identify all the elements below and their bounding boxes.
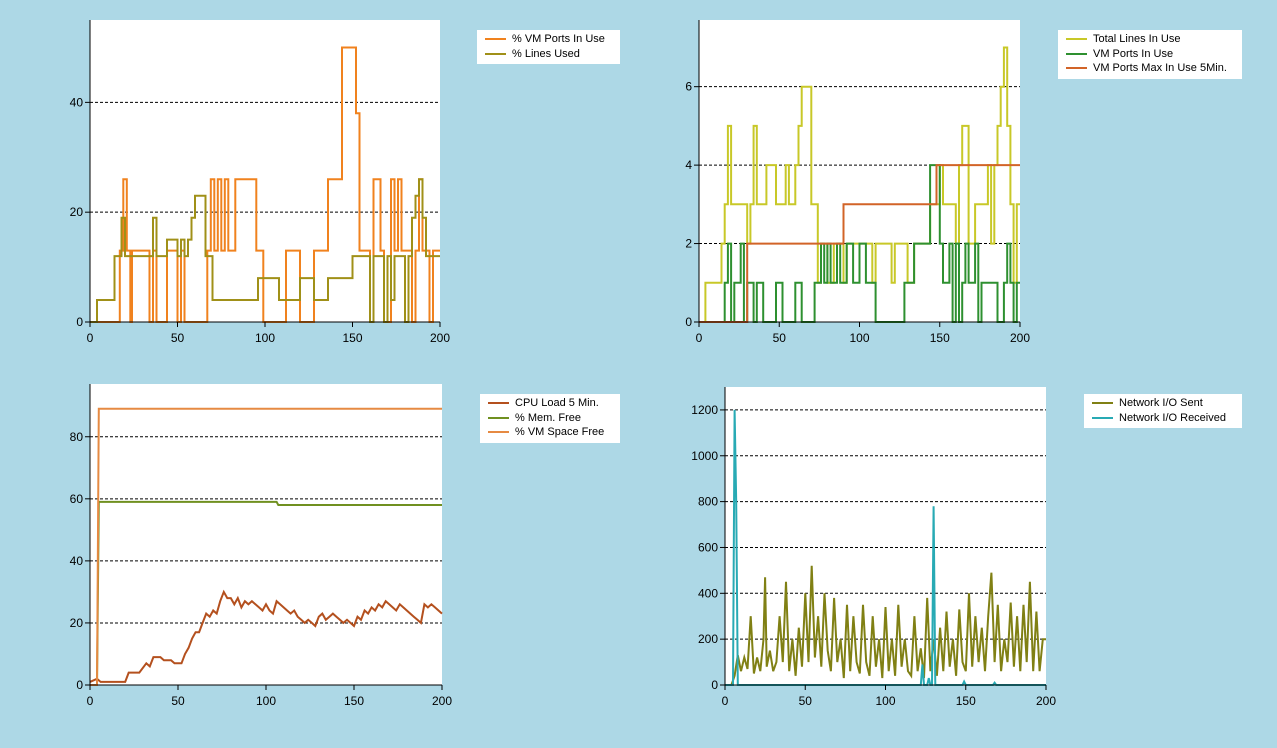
x-tick-label: 50 — [799, 694, 813, 708]
legend-label: Network I/O Received — [1119, 411, 1226, 424]
x-tick-label: 50 — [171, 694, 185, 708]
legend-item: VM Ports Max In Use 5Min. — [1066, 61, 1234, 76]
y-tick-label: 1200 — [691, 403, 718, 417]
x-tick-label: 150 — [342, 331, 362, 345]
legend-swatch — [1066, 52, 1087, 55]
legend-swatch — [485, 52, 506, 55]
legend-label: % Lines Used — [512, 47, 580, 60]
series-line-lines-used — [90, 178, 440, 323]
legend-label: Network I/O Sent — [1119, 397, 1203, 410]
x-tick-label: 200 — [432, 694, 452, 708]
series-line-vm-ports-in-use — [90, 46, 440, 323]
x-tick-label: 50 — [171, 331, 185, 345]
y-tick-label: 80 — [70, 430, 84, 444]
chart-cpu-mem-space: 0 20 40 60 80 0 50 100 150 200 CPU Load 5 Min.% M… — [0, 374, 640, 748]
legend-swatch — [488, 402, 509, 405]
legend-item: CPU Load 5 Min. — [488, 396, 612, 411]
legend-item: VM Ports In Use — [1066, 47, 1234, 62]
plot-area — [90, 384, 442, 685]
y-tick-label: 200 — [698, 632, 718, 646]
legend-swatch — [1066, 67, 1087, 70]
y-tick-label: 1000 — [691, 449, 718, 463]
x-tick-label: 200 — [1036, 694, 1056, 708]
y-tick-label: 40 — [70, 554, 84, 568]
x-tick-label: 200 — [1010, 331, 1030, 345]
y-tick-label: 6 — [685, 80, 692, 94]
x-tick-label: 0 — [87, 331, 94, 345]
y-tick-label: 400 — [698, 586, 718, 600]
legend-item: Network I/O Received — [1092, 411, 1234, 426]
x-tick-label: 100 — [875, 694, 895, 708]
legend: Network I/O Sent Network I/O Received — [1084, 394, 1242, 428]
legend-swatch — [1092, 416, 1113, 419]
y-tick-label: 0 — [76, 678, 83, 692]
legend-swatch — [488, 416, 509, 419]
chart-network-io-svg: 0 200 400 600 800 1000 1200 0 50 100 150 200 — [691, 387, 1056, 708]
legend-swatch — [488, 431, 509, 434]
legend-label: CPU Load 5 Min. — [515, 397, 599, 410]
legend-label: % Mem. Free — [515, 411, 582, 424]
x-tick-label: 0 — [696, 331, 703, 345]
chart-lines-ports-count-svg: 0 2 4 6 0 50 100 150 200 — [685, 20, 1030, 345]
chart-cpu-mem-space-svg: 0 20 40 60 80 0 50 100 150 200 — [70, 384, 452, 708]
series-line-vm-ports-in-use — [699, 164, 1020, 323]
series-line-vm-ports-max-in-use-5min — [699, 164, 1020, 323]
legend-swatch — [485, 38, 506, 41]
y-tick-label: 40 — [70, 95, 84, 109]
y-tick-label: 0 — [711, 678, 718, 692]
legend-label: VM Ports In Use — [1093, 47, 1174, 60]
legend-item: Network I/O Sent — [1092, 396, 1234, 411]
legend: CPU Load 5 Min.% Mem. Free % VM Space Fre… — [480, 394, 620, 443]
legend-label: Total Lines In Use — [1093, 33, 1181, 46]
x-tick-label: 150 — [956, 694, 976, 708]
x-tick-label: 200 — [430, 331, 450, 345]
legend-item: % VM Ports In Use — [485, 32, 612, 47]
chart-network-io: 0 200 400 600 800 1000 1200 0 50 100 150 200 Networ… — [640, 374, 1277, 748]
plot-area — [725, 387, 1046, 685]
x-tick-label: 100 — [255, 331, 275, 345]
y-tick-label: 20 — [70, 205, 84, 219]
x-tick-label: 0 — [722, 694, 729, 708]
y-tick-label: 2 — [685, 237, 692, 251]
series-line-total-lines-in-use — [699, 46, 1020, 323]
legend: % VM Ports In Use% Lines Used — [477, 30, 620, 64]
y-tick-label: 600 — [698, 540, 718, 554]
y-tick-label: 0 — [76, 315, 83, 329]
x-tick-label: 0 — [87, 694, 94, 708]
x-tick-label: 100 — [256, 694, 276, 708]
legend-swatch — [1066, 38, 1087, 41]
legend-label: % VM Space Free — [515, 426, 605, 439]
series-line-network-i-o-sent — [730, 565, 1046, 686]
legend-item: % Lines Used — [485, 47, 612, 62]
chart-ports-lines-percent: 0 20 40 0 50 100 150 200 % VM Ports In Use% Lin… — [0, 0, 640, 374]
x-tick-label: 50 — [773, 331, 787, 345]
y-tick-label: 800 — [698, 495, 718, 509]
series-line-cpu-load-5-min — [89, 589, 443, 683]
legend-item: % VM Space Free — [488, 425, 612, 440]
y-tick-label: 0 — [685, 315, 692, 329]
legend-label: VM Ports Max In Use 5Min. — [1093, 62, 1227, 75]
legend-item: Total Lines In Use — [1066, 32, 1234, 47]
x-tick-label: 150 — [930, 331, 950, 345]
legend-label: % VM Ports In Use — [512, 33, 605, 46]
chart-lines-ports-count: 0 2 4 6 0 50 100 150 200 Total Lines In Use VM Po… — [640, 0, 1277, 374]
chart-ports-lines-percent-svg: 0 20 40 0 50 100 150 200 — [70, 20, 450, 345]
y-tick-label: 4 — [685, 158, 692, 172]
y-tick-label: 60 — [70, 492, 84, 506]
legend: Total Lines In Use VM Ports In Use VM Port… — [1058, 30, 1242, 79]
x-tick-label: 100 — [849, 331, 869, 345]
legend-swatch — [1092, 402, 1113, 405]
legend-item: % Mem. Free — [488, 411, 612, 426]
y-tick-label: 20 — [70, 616, 84, 630]
plot-area — [90, 20, 440, 322]
x-tick-label: 150 — [344, 694, 364, 708]
